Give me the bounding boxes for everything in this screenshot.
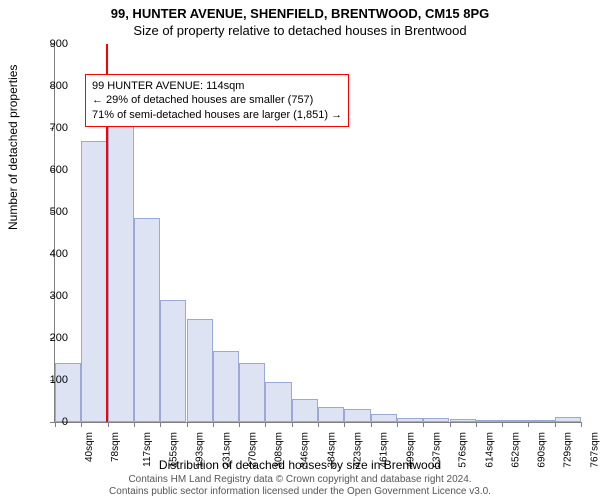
annotation-line3: 71% of semi-detached houses are larger (… (92, 108, 342, 122)
footer-attribution: Contains HM Land Registry data © Crown c… (0, 474, 600, 498)
y-tick-label: 900 (38, 38, 68, 50)
x-tick-mark (134, 422, 135, 427)
x-tick-mark (108, 422, 109, 427)
x-tick-mark (160, 422, 161, 427)
x-tick-mark (528, 422, 529, 427)
x-tick-mark (450, 422, 451, 427)
y-tick-label: 500 (38, 206, 68, 218)
histogram-bar (371, 414, 397, 422)
histogram-bar (55, 363, 81, 422)
x-tick-mark (423, 422, 424, 427)
x-tick-mark (239, 422, 240, 427)
y-tick-label: 800 (38, 80, 68, 92)
x-tick-mark (187, 422, 188, 427)
y-tick-label: 600 (38, 164, 68, 176)
x-tick-mark (213, 422, 214, 427)
annotation-line1: 99 HUNTER AVENUE: 114sqm (92, 79, 342, 93)
x-tick-mark (581, 422, 582, 427)
x-tick-mark (344, 422, 345, 427)
histogram-bar (187, 319, 213, 422)
y-tick-label: 100 (38, 374, 68, 386)
y-tick-label: 300 (38, 290, 68, 302)
x-tick-mark (81, 422, 82, 427)
histogram-bar (344, 409, 370, 422)
y-axis-label: Number of detached properties (6, 65, 20, 230)
histogram-bar (555, 417, 581, 422)
histogram-bar (397, 418, 423, 422)
y-tick-label: 200 (38, 332, 68, 344)
chart-area: 40sqm78sqm117sqm155sqm193sqm231sqm270sqm… (54, 44, 580, 422)
histogram-bar (502, 420, 528, 422)
x-tick-mark (502, 422, 503, 427)
y-tick-label: 700 (38, 122, 68, 134)
x-axis-label: Distribution of detached houses by size … (0, 458, 600, 472)
annotation-line2: ← 29% of detached houses are smaller (75… (92, 93, 342, 107)
histogram-bar (528, 420, 554, 422)
x-tick-mark (292, 422, 293, 427)
x-tick-mark (265, 422, 266, 427)
histogram-bar (213, 351, 239, 422)
y-tick-label: 400 (38, 248, 68, 260)
x-tick-mark (318, 422, 319, 427)
histogram-bar (450, 419, 476, 422)
plot-area: 40sqm78sqm117sqm155sqm193sqm231sqm270sqm… (54, 44, 581, 423)
histogram-bar (239, 363, 265, 422)
footer-line2: Contains public sector information licen… (0, 486, 600, 498)
histogram-bar (265, 382, 291, 422)
x-tick-mark (555, 422, 556, 427)
histogram-bar (81, 141, 107, 422)
histogram-bar (423, 418, 449, 422)
x-tick-mark (397, 422, 398, 427)
x-tick-mark (371, 422, 372, 427)
histogram-bar (476, 420, 502, 422)
histogram-bar (160, 300, 186, 422)
histogram-bar (292, 399, 318, 422)
histogram-bar (318, 407, 344, 422)
chart-title-main: 99, HUNTER AVENUE, SHENFIELD, BRENTWOOD,… (0, 0, 600, 21)
y-tick-label: 0 (38, 416, 68, 428)
footer-line1: Contains HM Land Registry data © Crown c… (0, 474, 600, 486)
histogram-bar (134, 218, 160, 422)
histogram-bar (108, 126, 134, 422)
annotation-box: 99 HUNTER AVENUE: 114sqm← 29% of detache… (85, 74, 349, 127)
chart-title-sub: Size of property relative to detached ho… (0, 21, 600, 38)
x-tick-mark (476, 422, 477, 427)
